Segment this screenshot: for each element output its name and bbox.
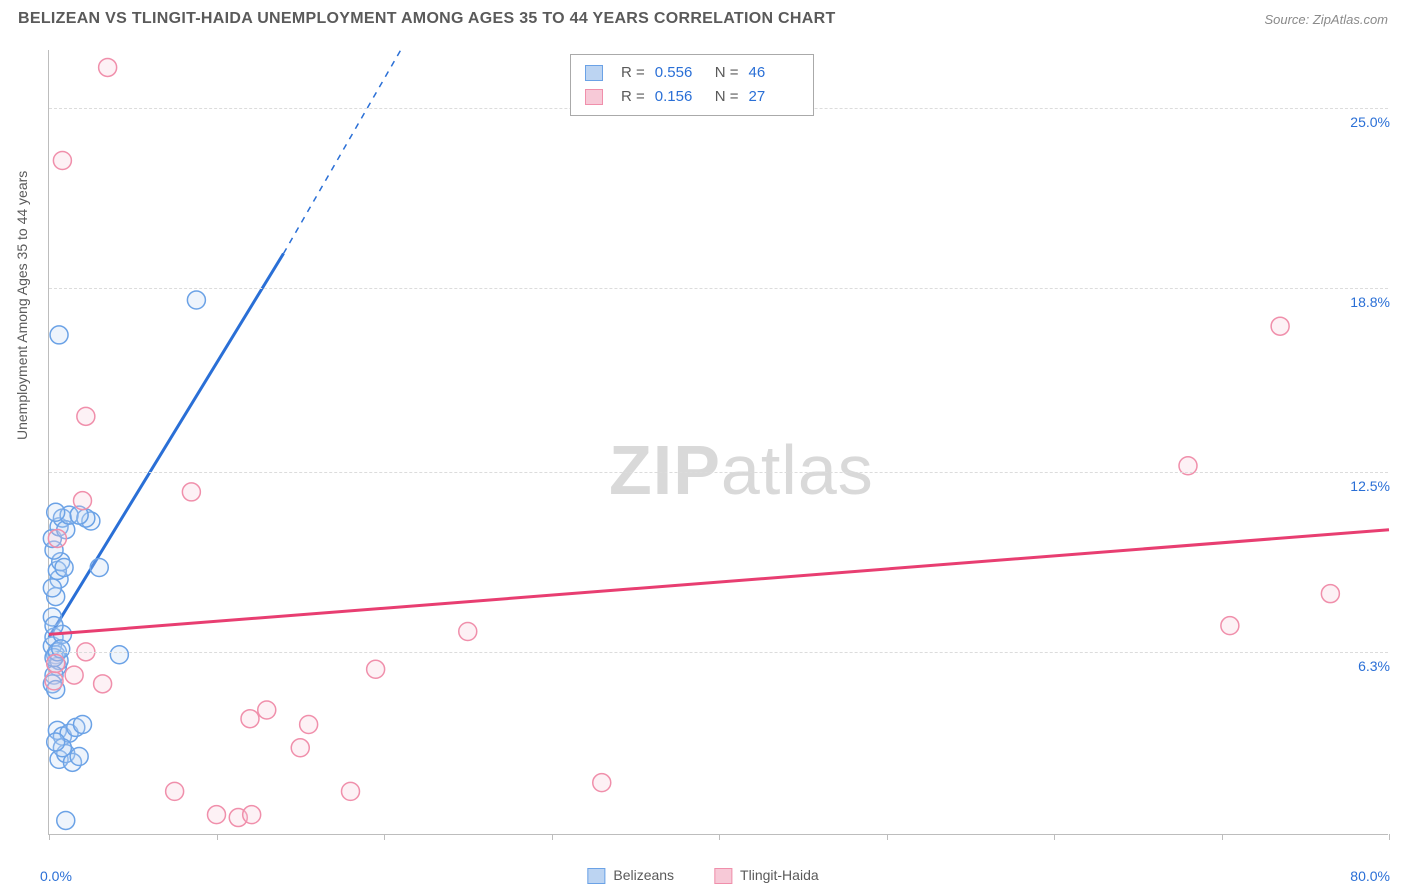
legend-swatch [585, 89, 603, 105]
legend-n-prefix: N = [715, 61, 739, 85]
data-point-tlingit-haida [48, 529, 66, 547]
data-point-tlingit-haida [77, 407, 95, 425]
legend-swatch [587, 868, 605, 884]
data-point-tlingit-haida [65, 666, 83, 684]
legend-r-value: 0.556 [655, 61, 705, 85]
series-legend: Belizeans Tlingit-Haida [587, 867, 818, 884]
data-point-tlingit-haida [342, 782, 360, 800]
data-point-belizeans [47, 733, 65, 751]
data-point-belizeans [74, 716, 92, 734]
data-point-tlingit-haida [208, 806, 226, 824]
data-point-belizeans [47, 503, 65, 521]
source-attribution: Source: ZipAtlas.com [1264, 12, 1388, 27]
legend-n-prefix: N = [715, 85, 739, 109]
data-point-belizeans [57, 811, 75, 829]
gridline [49, 288, 1388, 289]
data-point-tlingit-haida [74, 492, 92, 510]
x-tick [719, 834, 720, 840]
x-tick [1389, 834, 1390, 840]
x-tick [384, 834, 385, 840]
legend-label: Belizeans [613, 867, 674, 883]
legend-r-value: 0.156 [655, 85, 705, 109]
trend-line-tlingit-haida [49, 530, 1389, 635]
data-point-belizeans [187, 291, 205, 309]
legend-swatch [585, 65, 603, 81]
data-point-tlingit-haida [291, 739, 309, 757]
data-point-tlingit-haida [99, 58, 117, 76]
data-point-tlingit-haida [459, 622, 477, 640]
legend-r-prefix: R = [621, 85, 645, 109]
x-tick [552, 834, 553, 840]
x-tick [49, 834, 50, 840]
data-point-belizeans [43, 579, 61, 597]
legend-n-value: 46 [749, 61, 799, 85]
data-point-belizeans [90, 559, 108, 577]
data-point-tlingit-haida [47, 654, 65, 672]
data-point-tlingit-haida [243, 806, 261, 824]
x-tick [1054, 834, 1055, 840]
data-point-belizeans [55, 559, 73, 577]
gridline [49, 472, 1388, 473]
legend-n-value: 27 [749, 85, 799, 109]
data-point-tlingit-haida [166, 782, 184, 800]
x-tick [217, 834, 218, 840]
data-point-belizeans [45, 617, 63, 635]
data-point-tlingit-haida [45, 672, 63, 690]
data-point-tlingit-haida [1221, 617, 1239, 635]
x-axis-min-label: 0.0% [40, 868, 72, 884]
data-point-tlingit-haida [1321, 585, 1339, 603]
data-point-belizeans [50, 326, 68, 344]
y-tick-label: 18.8% [1350, 294, 1390, 310]
plot-svg [49, 50, 1388, 834]
trend-line-dash-belizeans [284, 50, 401, 254]
y-tick-label: 12.5% [1350, 478, 1390, 494]
data-point-tlingit-haida [300, 716, 318, 734]
scatter-plot: ZIPatlas [48, 50, 1388, 835]
chart-title: BELIZEAN VS TLINGIT-HAIDA UNEMPLOYMENT A… [18, 10, 836, 28]
data-point-tlingit-haida [241, 710, 259, 728]
data-point-tlingit-haida [593, 774, 611, 792]
legend-item-belizeans: Belizeans [587, 867, 674, 884]
legend-item-tlingit-haida: Tlingit-Haida [714, 867, 819, 884]
data-point-tlingit-haida [94, 675, 112, 693]
data-point-tlingit-haida [367, 660, 385, 678]
x-tick [1222, 834, 1223, 840]
correlation-legend: R = 0.556 N = 46 R = 0.156 N = 27 [570, 54, 814, 116]
data-point-tlingit-haida [258, 701, 276, 719]
legend-swatch [714, 868, 732, 884]
y-axis-label: Unemployment Among Ages 35 to 44 years [14, 171, 30, 440]
y-tick-label: 25.0% [1350, 114, 1390, 130]
y-tick-label: 6.3% [1358, 658, 1390, 674]
legend-r-prefix: R = [621, 61, 645, 85]
data-point-tlingit-haida [182, 483, 200, 501]
data-point-belizeans [70, 748, 88, 766]
trend-line-belizeans [49, 254, 284, 638]
x-axis-max-label: 80.0% [1350, 868, 1390, 884]
x-tick [887, 834, 888, 840]
data-point-belizeans [110, 646, 128, 664]
data-point-tlingit-haida [1271, 317, 1289, 335]
data-point-tlingit-haida [53, 151, 71, 169]
legend-label: Tlingit-Haida [740, 867, 819, 883]
legend-stat-row-tlingit-haida: R = 0.156 N = 27 [585, 85, 799, 109]
gridline [49, 652, 1388, 653]
legend-stat-row-belizeans: R = 0.556 N = 46 [585, 61, 799, 85]
